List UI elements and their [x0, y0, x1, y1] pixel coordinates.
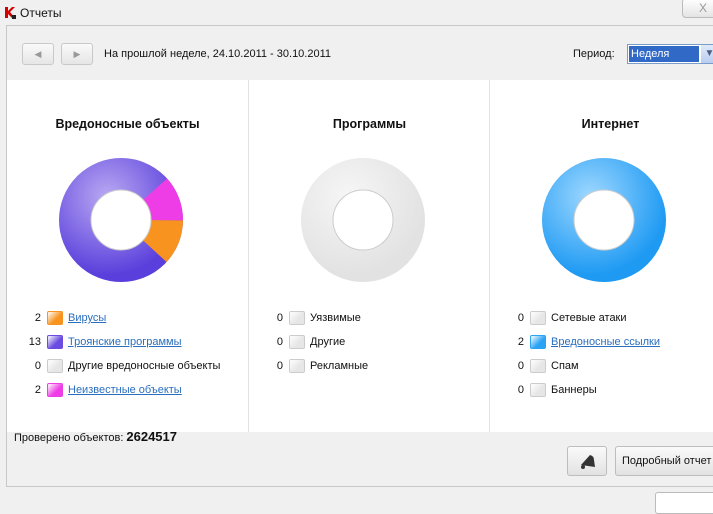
donut-hole: [90, 189, 152, 251]
legend-swatch: [530, 383, 546, 397]
arrow-right-icon: ▶: [73, 49, 81, 59]
column-title: Программы: [332, 117, 407, 131]
legend-swatch: [530, 311, 546, 325]
legend-count: 0: [276, 360, 283, 372]
legend-swatch: [289, 311, 305, 325]
legend-swatch: [530, 335, 546, 349]
legend-label[interactable]: Вирусы: [68, 312, 107, 324]
next-button[interactable]: ▶: [61, 43, 93, 65]
legend-count: 0: [517, 312, 524, 324]
donut-segment-0: [143, 220, 183, 263]
legend-label: Баннеры: [551, 384, 597, 396]
period-select[interactable]: Неделя ▼: [627, 44, 713, 64]
legend-item: 0 Другие вредоносные объекты: [7, 358, 248, 374]
legend-count: 2: [517, 336, 524, 348]
donut-chart: [301, 158, 425, 282]
bell-icon: [581, 455, 595, 469]
notifications-button[interactable]: [567, 446, 607, 476]
detailed-report-button[interactable]: Подробный отчет: [615, 446, 713, 476]
internet-column: Интернет 0 Сетевые атаки 2 Вредоносные ссылк…: [489, 80, 713, 432]
legend-item: 0 Спам: [490, 358, 713, 374]
report-panel: ◀ ▶ На прошлой неделе, 24.10.2011 - 30.1…: [6, 25, 713, 487]
legend-item[interactable]: 2 Вирусы: [7, 310, 248, 326]
legend-swatch: [47, 311, 63, 325]
legend-swatch: [289, 335, 305, 349]
legend-label: Рекламные: [310, 360, 369, 372]
donut-ring: [301, 158, 425, 282]
legend-label[interactable]: Неизвестные объекты: [68, 384, 182, 396]
legend-label: Сетевые атаки: [551, 312, 627, 324]
legend-count: 0: [34, 360, 41, 372]
legend-swatch: [530, 359, 546, 373]
legend-item[interactable]: 13 Троянские программы: [7, 334, 248, 350]
legend-count: 2: [34, 384, 41, 396]
legend-label: Уязвимые: [310, 312, 361, 324]
legend-count: 0: [276, 336, 283, 348]
legend-label: Другие: [310, 336, 346, 348]
legend-label: Другие вредоносные объекты: [68, 360, 221, 372]
legend-item[interactable]: 2 Вредоносные ссылки: [490, 334, 713, 350]
legend-item: 0 Другие: [249, 334, 490, 350]
donut-chart: [59, 158, 183, 282]
legend-count: 2: [34, 312, 41, 324]
malware-column: Вредоносные объекты 2 Вирусы 13 Троянские пр…: [7, 80, 248, 432]
report-content: Вредоносные объекты 2 Вирусы 13 Троянские пр…: [7, 80, 713, 432]
legend-count: 0: [276, 312, 283, 324]
programs-column: Программы 0 Уязвимые 0 Другие 0 Рекламные: [248, 80, 490, 432]
legend-item: 0 Баннеры: [490, 382, 713, 398]
legend-item: 0 Уязвимые: [249, 310, 490, 326]
donut-hole: [573, 189, 635, 251]
legend-item: 0 Рекламные: [249, 358, 490, 374]
donut-chart: [542, 158, 666, 282]
legend-item[interactable]: 2 Неизвестные объекты: [7, 382, 248, 398]
legend-swatch: [47, 383, 63, 397]
window-title: Отчеты: [20, 6, 62, 20]
legend-swatch: [289, 359, 305, 373]
previous-button[interactable]: ◀: [22, 43, 54, 65]
column-title: Интернет: [581, 117, 640, 131]
legend-item: 0 Сетевые атаки: [490, 310, 713, 326]
period-label: Период:: [573, 48, 615, 60]
title-bar: Отчеты X: [0, 0, 713, 24]
kaspersky-logo-icon: [5, 7, 16, 19]
legend-label[interactable]: Троянские программы: [68, 336, 182, 348]
donut-hole: [332, 189, 394, 251]
legend-label[interactable]: Вредоносные ссылки: [551, 336, 660, 348]
period-value: Неделя: [629, 46, 699, 62]
legend-label: Спам: [551, 360, 579, 372]
close-button[interactable]: X: [682, 0, 713, 18]
chevron-down-icon[interactable]: ▼: [701, 45, 713, 63]
checked-objects: Проверено объектов: 2624517: [14, 429, 177, 444]
donut-ring: [542, 158, 666, 282]
arrow-left-icon: ◀: [34, 49, 42, 59]
legend-count: 0: [517, 384, 524, 396]
column-title: Вредоносные объекты: [55, 117, 200, 131]
donut-segment-3: [143, 178, 183, 221]
date-range: На прошлой неделе, 24.10.2011 - 30.10.20…: [104, 48, 332, 60]
checked-count: 2624517: [126, 429, 178, 444]
legend-count: 13: [28, 336, 41, 348]
legend-count: 0: [517, 360, 524, 372]
bottom-button[interactable]: [655, 492, 713, 514]
legend-swatch: [47, 335, 63, 349]
checked-label: Проверено объектов:: [14, 432, 124, 444]
legend-swatch: [47, 359, 63, 373]
